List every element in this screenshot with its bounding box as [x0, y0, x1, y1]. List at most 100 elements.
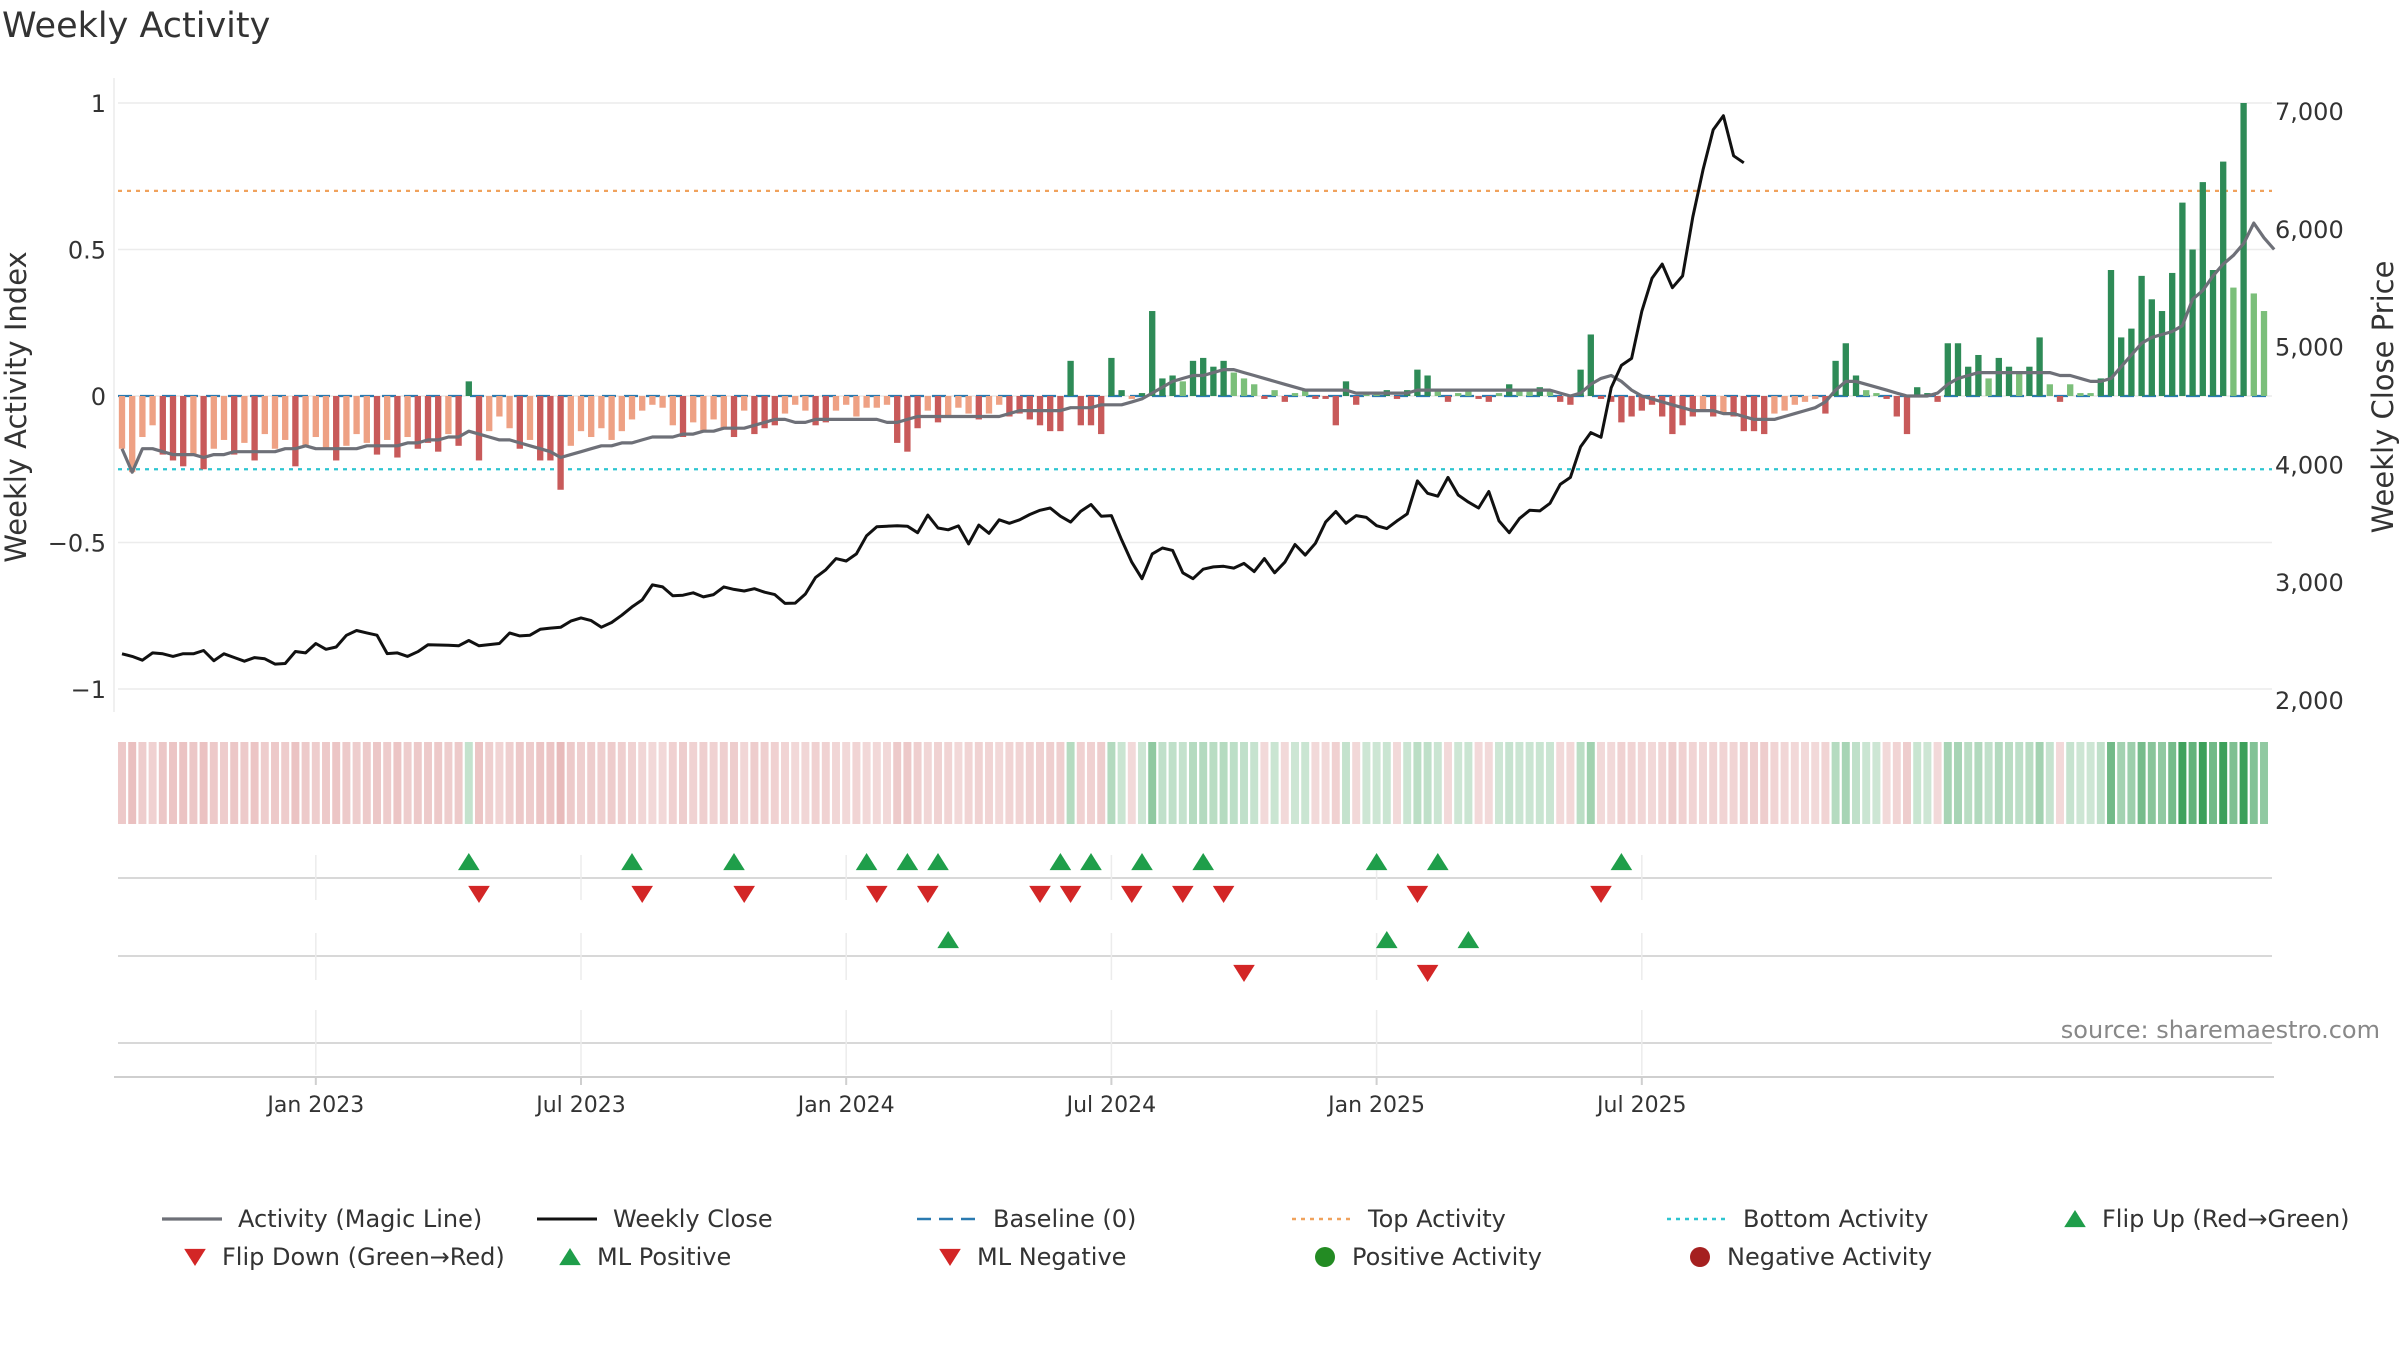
ml-positive-marker: [1376, 931, 1398, 949]
heat-cell: [2117, 742, 2126, 824]
activity-bar: [475, 396, 483, 461]
activity-bar: [2067, 384, 2074, 396]
heat-cell: [770, 742, 779, 824]
activity-bar: [1546, 390, 1554, 396]
heat-cell: [607, 742, 616, 824]
weekly-close-line: [121, 114, 1745, 666]
flip-up-marker: [896, 853, 919, 871]
activity-bar: [679, 396, 687, 438]
activity-bar: [1618, 396, 1625, 423]
legend-swatch: [917, 1217, 977, 1221]
activity-bar: [608, 396, 615, 440]
flip-down-marker: [866, 885, 888, 903]
activity-bar: [2107, 270, 2115, 396]
heat-cell: [1372, 742, 1381, 824]
heat-cell: [1913, 742, 1922, 824]
ml-negative-marker: [1233, 964, 1255, 982]
activity-bar: [894, 396, 901, 443]
heat-cell: [1515, 742, 1524, 824]
activity-bar: [1659, 396, 1666, 417]
legend-label: Bottom Activity: [1743, 1205, 1929, 1233]
heat-cell: [1148, 742, 1157, 824]
activity-bar: [2077, 393, 2084, 396]
heat-cell: [444, 742, 453, 824]
activity-bar: [730, 396, 738, 438]
x-tick-label: Jul 2023: [534, 1093, 626, 1118]
heat-cell: [872, 742, 881, 824]
heat-cell: [1209, 742, 1218, 824]
heat-cell: [1943, 742, 1952, 824]
heat-cell: [1841, 742, 1850, 824]
activity-bar: [1108, 357, 1115, 396]
heat-cell: [1087, 742, 1095, 824]
activity-bar: [404, 396, 411, 438]
heat-cell: [1260, 742, 1269, 824]
heat-cell: [169, 742, 177, 824]
legend: Activity (Magic Line) Weekly Close Baselin…: [160, 1205, 2400, 1275]
heat-cell: [1056, 742, 1065, 824]
activity-bar: [1322, 396, 1329, 399]
heat-cell: [658, 742, 667, 824]
activity-bar: [1750, 396, 1758, 432]
heat-cell: [1597, 742, 1605, 824]
heat-cell: [1342, 742, 1350, 824]
activity-bar: [1516, 390, 1523, 396]
heat-cell: [1637, 742, 1646, 824]
activity-bar: [1852, 375, 1860, 396]
heat-cell: [1036, 742, 1044, 824]
heat-cell: [1760, 742, 1769, 824]
heat-cell: [118, 742, 126, 824]
heat-cell: [1444, 742, 1452, 824]
activity-bar: [261, 396, 268, 435]
heat-cell: [1403, 742, 1412, 824]
heat-cell: [1138, 742, 1146, 824]
activity-bar: [1291, 393, 1299, 396]
activity-bar: [2056, 396, 2064, 402]
activity-bar: [169, 396, 177, 461]
heat-cell: [2188, 742, 2197, 824]
flip-up-marker: [1080, 853, 1102, 871]
heat-cell: [1076, 742, 1085, 824]
activity-bar: [1832, 360, 1839, 396]
heat-cell: [1046, 742, 1055, 824]
activity-bar: [1077, 396, 1084, 426]
heat-cell: [944, 742, 953, 824]
heat-cell: [2137, 742, 2146, 824]
heat-cell: [740, 742, 749, 824]
activity-bar: [1740, 396, 1747, 432]
swatch-triangle: [2064, 1210, 2086, 1228]
x-tick-label: Jan 2024: [796, 1093, 895, 1118]
activity-bar: [1016, 396, 1023, 414]
heat-cell: [1709, 742, 1718, 824]
activity-bar: [771, 396, 778, 426]
legend-swatch: [1315, 1247, 1335, 1267]
heat-cell: [383, 742, 392, 824]
flip-up-marker: [927, 853, 949, 871]
heat-cell: [1301, 742, 1310, 824]
heat-cell: [536, 742, 545, 824]
heat-cell: [434, 742, 443, 824]
legend-swatch: [162, 1217, 222, 1221]
flip-down-marker: [917, 885, 939, 903]
activity-bar: [669, 396, 676, 426]
flip-up-marker: [1049, 853, 1072, 871]
activity-bar: [1985, 378, 1992, 396]
heat-cell: [1189, 742, 1197, 824]
heat-cell: [485, 742, 494, 824]
heat-cell: [199, 742, 208, 824]
activity-bar: [1944, 343, 1951, 396]
activity-bar: [1781, 396, 1788, 411]
swatch-triangle: [559, 1248, 581, 1266]
legend-item: ML Negative: [937, 1243, 1126, 1271]
heat-cell: [1015, 742, 1024, 824]
activity-bar: [1903, 396, 1911, 435]
activity-bar: [1057, 396, 1064, 432]
activity-bar: [2240, 103, 2247, 396]
flip-down-marker: [1029, 885, 1051, 903]
heat-cell: [2076, 742, 2085, 824]
legend-label: Top Activity: [1368, 1205, 1506, 1233]
heat-cell: [1352, 742, 1361, 824]
activity-bar: [781, 396, 789, 414]
flip-down-marker: [1406, 885, 1429, 903]
activity-bar: [761, 396, 768, 429]
